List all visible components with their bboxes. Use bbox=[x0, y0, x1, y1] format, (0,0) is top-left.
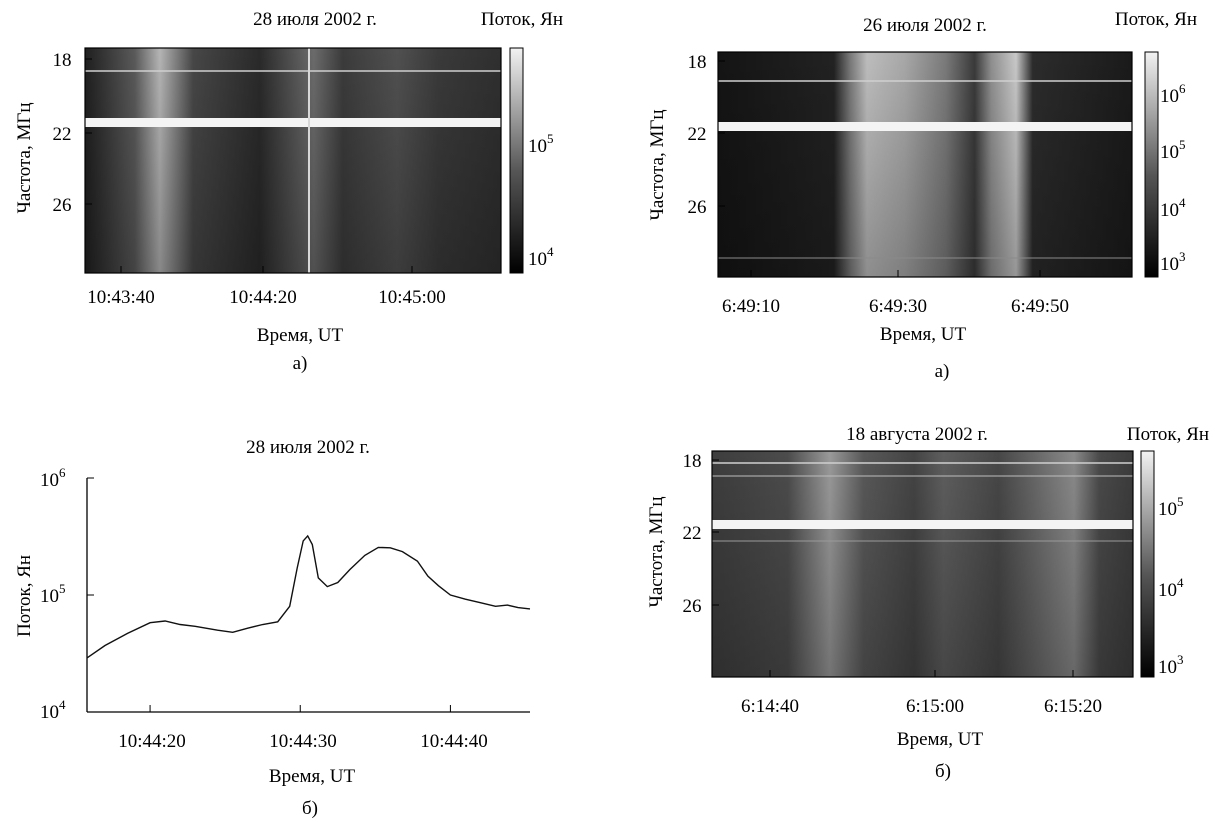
x-axis-label: Время, UT bbox=[269, 766, 356, 787]
y-tick-label: 22 bbox=[688, 124, 707, 145]
flux-line-panel: 28 июля 2002 г. Поток, Ян Время, UT б) 1… bbox=[14, 437, 531, 819]
colorbar-tick-label: 104 bbox=[528, 244, 554, 270]
x-tick-label: 6:15:20 bbox=[1044, 696, 1102, 717]
x-tick-label: 10:44:20 bbox=[118, 731, 186, 752]
x-tick-label: 10:43:40 bbox=[87, 287, 155, 308]
colorbar-tick-label: 104 bbox=[1158, 575, 1184, 601]
x-tick-label: 6:49:10 bbox=[722, 296, 780, 317]
y-tick-label: 26 bbox=[688, 197, 707, 218]
x-axis-label: Время, UT bbox=[257, 325, 344, 346]
y-tick-label: 26 bbox=[53, 195, 72, 216]
y-tick-label: 105 bbox=[40, 581, 66, 607]
spectrogram-28-july-panel: 28 июля 2002 г. Поток, Ян Частота, МГц В… bbox=[14, 9, 563, 374]
spectrogram-shade bbox=[712, 451, 1133, 677]
spectrogram-shade bbox=[718, 52, 1132, 277]
y-axis-label: Частота, МГц bbox=[646, 496, 667, 607]
x-tick-label: 6:14:40 bbox=[741, 696, 799, 717]
colorbar-tick-label: 103 bbox=[1160, 249, 1186, 275]
x-tick-label: 6:15:00 bbox=[906, 696, 964, 717]
y-axis-label: Поток, Ян bbox=[14, 555, 35, 637]
interference-band bbox=[712, 520, 1133, 529]
chart-title: 28 июля 2002 г. bbox=[246, 437, 370, 458]
colorbar-tick-label: 103 bbox=[1158, 652, 1184, 678]
y-tick-label: 26 bbox=[683, 596, 702, 617]
chart-title: 26 июля 2002 г. bbox=[863, 15, 987, 36]
y-tick-label: 22 bbox=[53, 124, 72, 145]
y-tick-label: 18 bbox=[53, 50, 72, 71]
y-tick-label: 18 bbox=[688, 52, 707, 73]
colorbar bbox=[1144, 51, 1159, 278]
plot-frame bbox=[711, 450, 1134, 678]
colorbar-label: Поток, Ян bbox=[1127, 424, 1209, 445]
colorbar-tick-label: 105 bbox=[528, 131, 554, 157]
x-axis-label: Время, UT bbox=[897, 729, 984, 750]
y-tick-label: 106 bbox=[40, 465, 66, 491]
panel-caption: б) bbox=[302, 798, 318, 819]
y-tick-label: 104 bbox=[40, 697, 66, 723]
spectrogram-18-august-panel: 18 августа 2002 г. Поток, Ян Частота, МГ… bbox=[646, 424, 1209, 782]
x-tick-label: 6:49:30 bbox=[869, 296, 927, 317]
colorbar-label: Поток, Ян bbox=[481, 9, 563, 30]
chart-title: 28 июля 2002 г. bbox=[253, 9, 377, 30]
colorbar bbox=[509, 47, 524, 274]
interference-band bbox=[85, 118, 501, 127]
chart-title: 18 августа 2002 г. bbox=[846, 424, 988, 445]
colorbar bbox=[1140, 450, 1155, 678]
colorbar-tick-label: 104 bbox=[1160, 195, 1186, 221]
colorbar-tick-label: 106 bbox=[1160, 81, 1186, 107]
spectrogram-shade bbox=[85, 48, 501, 273]
colorbar-label: Поток, Ян bbox=[1115, 9, 1197, 30]
interference-band bbox=[718, 122, 1132, 131]
spectrogram-26-july-panel: 26 июля 2002 г. Поток, Ян Частота, МГц В… bbox=[647, 9, 1197, 382]
panel-caption: а) bbox=[935, 361, 950, 382]
y-axis-label: Частота, МГц bbox=[14, 102, 35, 213]
line-ticks bbox=[87, 477, 451, 713]
y-axis-label: Частота, МГц bbox=[647, 109, 668, 220]
x-tick-label: 10:44:40 bbox=[420, 731, 488, 752]
x-axis-label: Время, UT bbox=[880, 324, 967, 345]
panel-caption: б) bbox=[935, 761, 951, 782]
colorbar-tick-label: 105 bbox=[1158, 494, 1184, 520]
x-tick-label: 6:49:50 bbox=[1011, 296, 1069, 317]
y-tick-label: 18 bbox=[683, 451, 702, 472]
flux-series-line bbox=[86, 534, 531, 659]
plot-frame bbox=[717, 51, 1133, 278]
x-tick-label: 10:44:30 bbox=[269, 731, 337, 752]
panel-caption: а) bbox=[293, 353, 308, 374]
x-tick-label: 10:44:20 bbox=[229, 287, 297, 308]
plot-frame bbox=[84, 47, 502, 274]
x-tick-label: 10:45:00 bbox=[378, 287, 446, 308]
colorbar-tick-label: 105 bbox=[1160, 137, 1186, 163]
y-tick-label: 22 bbox=[683, 523, 702, 544]
